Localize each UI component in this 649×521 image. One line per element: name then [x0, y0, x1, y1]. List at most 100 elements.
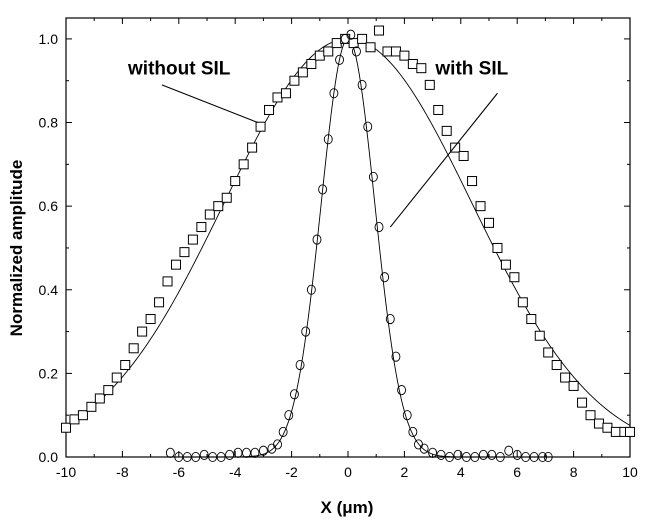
square-data-point	[280, 88, 291, 99]
square-data-point	[314, 50, 325, 61]
square-data-point	[145, 314, 156, 325]
circle-data-point	[278, 426, 288, 437]
circle-data-point	[385, 313, 395, 325]
circle-data-point	[306, 284, 316, 295]
square-data-point	[407, 58, 418, 69]
square-data-point	[382, 46, 393, 57]
square-data-point	[103, 385, 114, 396]
square-data-point	[467, 176, 478, 187]
circle-data-point	[295, 359, 305, 371]
square-data-point	[264, 104, 275, 115]
circle-data-point	[363, 121, 373, 132]
annotations: without SIL with SIL	[127, 58, 509, 228]
x-tick-label: -2	[285, 464, 298, 480]
x-axis-title: X (μm)	[321, 498, 374, 517]
square-data-point	[331, 38, 342, 49]
circle-data-point	[397, 385, 407, 396]
square-data-point	[610, 426, 621, 437]
circle-data-point	[357, 79, 367, 90]
annotation-with-sil-pointer	[389, 92, 498, 228]
y-tick-label: 0.8	[39, 115, 59, 131]
circle-data-point	[216, 451, 226, 463]
y-tick-label: 0.6	[39, 198, 59, 214]
circle-data-point	[504, 445, 514, 456]
square-data-point	[492, 242, 503, 253]
circle-data-point	[445, 451, 454, 463]
square-data-point	[111, 372, 122, 383]
circle-data-point	[233, 447, 243, 458]
x-tick-label: -6	[173, 464, 186, 480]
x-tick-label: -8	[116, 464, 129, 480]
circle-data-point	[543, 451, 553, 463]
square-data-point	[526, 314, 537, 325]
circle-data-point	[470, 451, 480, 463]
square-data-point	[543, 347, 554, 358]
square-data-point	[517, 297, 528, 308]
x-tick-label: 6	[513, 464, 521, 480]
square-data-point	[433, 104, 444, 115]
circle-data-point	[346, 29, 356, 40]
circle-data-point	[335, 54, 344, 65]
circle-data-point	[267, 443, 277, 454]
square-data-point	[593, 418, 604, 429]
y-tick-label: 0.0	[39, 449, 59, 465]
x-tick-label: -10	[56, 464, 76, 480]
square-data-point	[247, 142, 258, 153]
axis-ticks: -10 -8 -6 -4 -2 0 2 4 6 8 10 0.0 0.2 0.4 0.6 0.8 1.0	[39, 18, 638, 480]
fit-curve-with-sil	[66, 38, 630, 458]
x-tick-label: 4	[457, 464, 465, 480]
square-data-point	[213, 201, 224, 212]
square-data-point	[238, 159, 249, 170]
square-data-point	[323, 46, 334, 57]
x-tick-label: 8	[570, 464, 578, 480]
circle-data-point	[318, 184, 328, 195]
square-data-point	[187, 234, 198, 245]
circle-data-point	[199, 449, 209, 460]
plot-area	[65, 17, 631, 458]
circle-data-point	[436, 449, 446, 460]
square-data-point	[255, 121, 266, 132]
circle-data-point	[273, 439, 282, 450]
circle-data-point	[368, 171, 378, 182]
circle-data-point	[512, 449, 522, 460]
square-data-point	[374, 25, 385, 36]
circle-data-point	[208, 451, 218, 463]
square-data-point	[154, 297, 165, 308]
x-tick-label: 2	[401, 464, 409, 480]
circle-data-point	[250, 447, 260, 458]
circle-data-point	[487, 449, 497, 460]
circle-data-point	[191, 451, 201, 463]
data-markers	[61, 25, 635, 463]
circle-data-point	[521, 451, 531, 463]
circle-data-point	[391, 351, 401, 362]
circle-data-point	[165, 447, 175, 458]
circle-data-point	[538, 451, 548, 463]
circle-data-point	[182, 451, 192, 463]
square-data-point	[424, 79, 435, 90]
circle-data-point	[225, 449, 235, 460]
square-data-point	[365, 42, 376, 53]
square-data-point	[170, 259, 181, 270]
circle-data-point	[374, 221, 384, 233]
y-tick-label: 0.2	[39, 365, 59, 381]
square-data-point	[577, 397, 588, 408]
square-data-point	[534, 330, 545, 341]
annotation-without-sil-pointer	[161, 84, 258, 124]
circle-data-point	[461, 451, 471, 463]
square-data-point	[94, 393, 105, 404]
x-tick-label: 0	[344, 464, 352, 480]
circle-data-point	[242, 447, 251, 458]
circle-data-point	[428, 447, 438, 458]
square-data-point	[297, 67, 308, 78]
square-data-point	[61, 422, 71, 433]
square-data-point	[500, 259, 511, 270]
square-data-point	[416, 63, 427, 74]
square-data-point	[272, 92, 283, 103]
square-data-point	[625, 426, 635, 437]
circle-data-point	[380, 272, 390, 283]
circle-data-point	[329, 88, 339, 99]
circle-data-point	[301, 326, 311, 337]
square-data-point	[137, 326, 148, 337]
y-axis-title: Normalized amplitude	[7, 160, 26, 337]
square-data-point	[475, 201, 486, 212]
